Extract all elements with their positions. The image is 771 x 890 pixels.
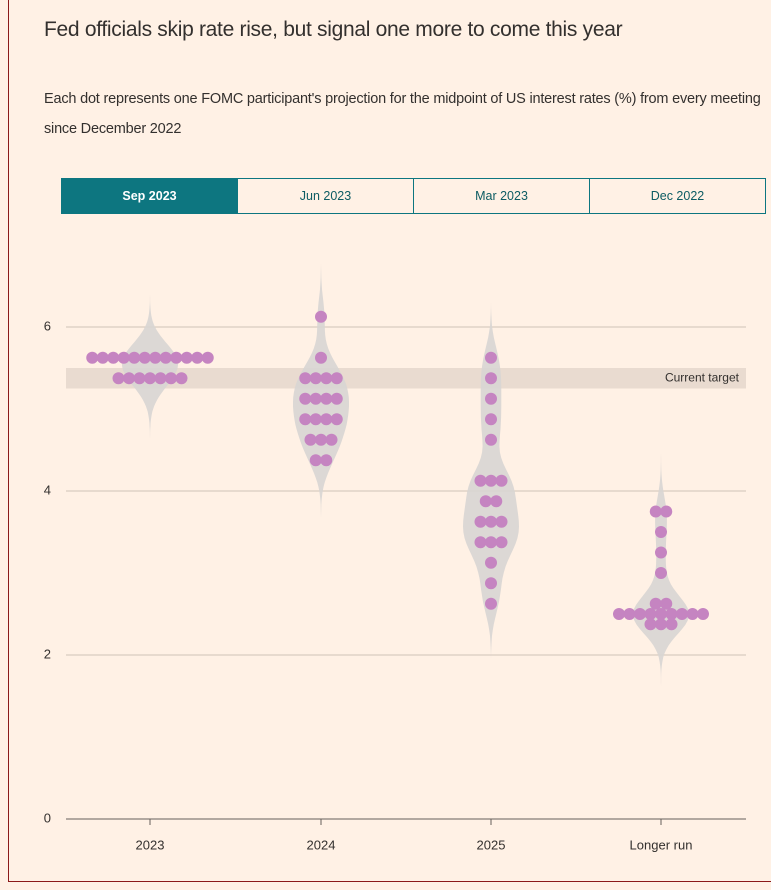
x-tick-label: Longer run: [630, 837, 693, 852]
dot: [495, 515, 508, 528]
dot: [138, 351, 151, 364]
dot: [180, 351, 193, 364]
dot: [315, 310, 327, 323]
dot: [175, 372, 188, 385]
dot: [485, 392, 497, 405]
dot: [320, 392, 333, 405]
dot: [644, 618, 657, 631]
tab-bar: Sep 2023 Jun 2023 Mar 2023 Dec 2022: [61, 178, 766, 214]
dot: [86, 351, 99, 364]
dot: [474, 474, 487, 487]
dot: [495, 474, 508, 487]
dot: [320, 372, 333, 385]
tab[interactable]: Mar 2023: [413, 179, 589, 213]
dot: [112, 372, 125, 385]
violin: [122, 251, 178, 485]
dot: [479, 495, 492, 508]
y-tick-label: 0: [44, 810, 51, 825]
dot: [676, 608, 688, 620]
dot: [474, 515, 487, 528]
dot: [107, 351, 120, 364]
dot: [474, 536, 487, 549]
dot: [495, 536, 508, 549]
dot: [485, 433, 497, 446]
dot: [485, 577, 497, 590]
violin: [293, 210, 349, 567]
target-band: [66, 368, 746, 389]
dot: [330, 413, 343, 426]
dot: [299, 392, 312, 405]
dot: [485, 597, 497, 610]
dot: [309, 413, 322, 426]
dot: [315, 351, 327, 364]
dot: [330, 372, 343, 385]
dot: [320, 413, 333, 426]
dot: [304, 433, 317, 446]
dot: [320, 454, 333, 467]
dot: [623, 608, 636, 620]
dot: [309, 392, 322, 405]
dot: [485, 556, 497, 569]
dot: [634, 608, 646, 620]
dot: [201, 351, 214, 364]
y-tick-label: 2: [44, 646, 51, 661]
dot: [485, 413, 497, 426]
dot: [655, 567, 667, 579]
dot: [299, 372, 312, 385]
dot: [649, 597, 662, 610]
dot: [655, 608, 667, 620]
dot: [309, 454, 322, 467]
page: Fed officials skip rate rise, but signal…: [8, 0, 771, 882]
dot: [665, 618, 678, 631]
dot: [644, 608, 657, 620]
tab[interactable]: Jun 2023: [237, 179, 413, 213]
dot: [315, 433, 327, 446]
dot: [123, 372, 135, 385]
dot: [485, 351, 497, 364]
chart-title: Fed officials skip rate rise, but signal…: [44, 18, 623, 41]
dot: [660, 505, 673, 518]
dot: [490, 495, 503, 508]
dot: [299, 413, 312, 426]
dot: [159, 351, 172, 364]
dot: [485, 372, 497, 385]
dot: [485, 515, 497, 528]
dot: [330, 392, 343, 405]
dot: [144, 372, 156, 385]
dot: [665, 608, 678, 620]
dot: [154, 372, 167, 385]
tab[interactable]: Sep 2023: [62, 179, 237, 213]
chart-subtitle: Each dot represents one FOMC participant…: [44, 91, 761, 137]
dot: [660, 597, 673, 610]
tab[interactable]: Dec 2022: [589, 179, 765, 213]
dot: [170, 351, 183, 364]
dot: [165, 372, 177, 385]
dot: [697, 608, 709, 620]
x-tick-label: 2024: [307, 837, 336, 852]
dot: [485, 536, 497, 549]
dot: [309, 372, 322, 385]
dot: [133, 372, 146, 385]
dot: [96, 351, 109, 364]
y-tick-label: 6: [44, 318, 51, 333]
dot: [325, 433, 338, 446]
dot: [655, 546, 667, 559]
y-tick-label: 4: [44, 482, 51, 497]
chart: Current target 0 2 4 6 2023 2024 2025 Longer run: [44, 210, 746, 852]
dot: [117, 351, 130, 364]
dot: [191, 351, 204, 364]
dot: [613, 608, 625, 620]
target-label: Current target: [665, 370, 740, 384]
dot: [128, 351, 141, 364]
dot: [655, 618, 667, 631]
dot: [149, 351, 162, 364]
dot: [485, 474, 497, 487]
x-tick-label: 2023: [136, 837, 165, 852]
dot: [686, 608, 699, 620]
dot: [649, 505, 662, 518]
dot: [655, 526, 667, 538]
x-tick-label: 2025: [477, 837, 506, 852]
